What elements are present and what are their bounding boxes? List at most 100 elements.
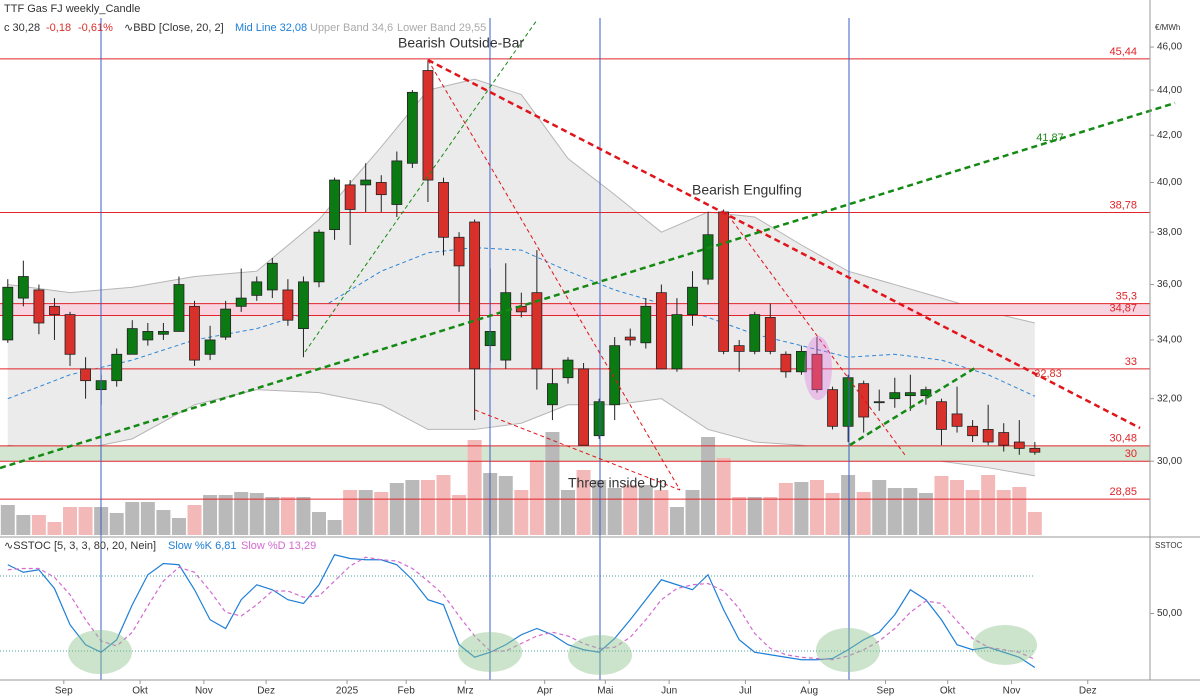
volume-bar [747,497,762,535]
header-change: -0,18 [46,22,71,34]
volume-bar [763,497,778,535]
x-tick-label: 2025 [336,686,359,697]
candle-body [298,281,309,330]
x-tick-label: Dez [1079,686,1097,697]
zone [0,303,1150,316]
trend-line [849,366,976,447]
x-tick-label: Apr [537,686,553,697]
candle-body [266,262,278,291]
volume-bar [452,495,467,535]
volume-bar [280,497,295,535]
candle-body [313,231,325,283]
candle-body [173,284,185,332]
y-tick-label: 30,00 [1157,456,1182,467]
volume-bar [887,488,902,535]
trend-line [427,58,1141,430]
candle-body [220,308,232,338]
indicator-line [7,554,1036,668]
y-tick-label: 36,00 [1157,279,1182,290]
candle-body [282,289,294,321]
volume-bar [950,480,965,535]
candle-body [360,179,372,186]
volume-bar [436,475,451,535]
level-label: 33 [1125,356,1137,368]
volume-bar [716,458,731,535]
volume-bar [560,490,575,535]
volume-bar [78,507,93,535]
band-area [7,79,1035,476]
candle-body [671,314,683,370]
candle-body [593,401,605,437]
volume-bar [872,480,887,535]
indicator-title: ∿SSTOC [5, 3, 3, 80, 20, Nein] [4,540,156,552]
volume-bar [156,510,171,535]
chart-title: TTF Gas FJ weekly_Candle [4,3,140,15]
candle-body [469,221,481,370]
volume-bar [654,490,669,535]
candle-body [235,297,247,307]
volume-bar [778,483,793,535]
candle-body [422,70,434,181]
signal-highlight [568,635,632,675]
volume-bar [187,505,202,535]
x-tick-label: Sep [55,686,73,697]
level-label: 35,3 [1116,290,1137,302]
volume-bar [63,507,78,535]
signal-highlight [973,625,1037,665]
legend-entry: Slow %K 6,81 [168,540,236,552]
x-tick-label: Okt [940,686,956,697]
volume-bar [529,460,544,535]
volume-bar [638,485,653,535]
x-tick-label: Mrz [457,686,474,697]
volume-bar [1012,487,1027,535]
signal-highlight [458,632,522,672]
candle-body [438,182,449,238]
header-close: c 30,28 [4,22,40,34]
x-tick-label: Okt [132,686,148,697]
candle-body [17,276,29,299]
volume-bar [358,490,373,535]
mid-line [7,247,1036,400]
x-tick-label: Nov [195,686,213,697]
candle-body [640,305,652,344]
y-tick-label: 40,00 [1157,177,1182,188]
header-indicator: ∿BBD [Close, 20, 2] [124,22,224,34]
volume-bar [918,493,933,535]
candle-body [609,345,621,406]
volume-bar [1027,512,1042,535]
candle-body [624,336,636,341]
candle-body [702,234,714,280]
trend-line [474,409,681,491]
level-label: 34,87 [1109,302,1137,314]
volume-bar [374,492,389,535]
candle-body [1013,441,1025,449]
indicator-line [7,556,1036,661]
y-tick-label: 32,00 [1157,393,1182,404]
candle-body [111,353,123,382]
volume-bar [981,475,996,535]
candle-body [967,425,978,437]
candle-body [951,413,963,427]
candle-body [780,353,792,373]
volume-bar [825,493,840,535]
level-label: 38,78 [1109,199,1137,211]
volume-bar [389,483,404,535]
candle-body [80,368,91,382]
volume-bar [732,497,747,535]
volume-bar [514,490,529,535]
volume-bar [996,490,1011,535]
candle-body [500,292,512,361]
candle-body [687,286,698,316]
volume-bar [903,488,918,535]
candle-body [718,211,730,352]
volume-bar [312,512,327,535]
volume-bar [203,495,218,535]
trend-line [427,59,681,491]
candle-body [1029,447,1041,453]
candle-body [858,383,870,418]
candle-body [920,389,932,397]
candle-body [189,305,200,361]
header-mid: Mid Line 32,08 [235,22,307,34]
candle-body [391,160,403,205]
